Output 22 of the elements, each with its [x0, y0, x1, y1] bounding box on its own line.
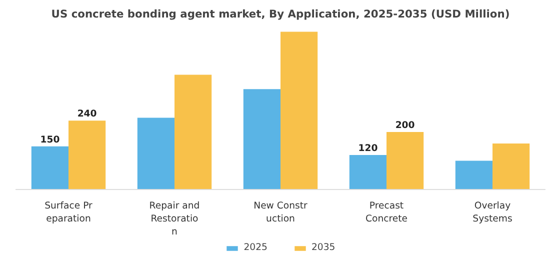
chart-title: US concrete bonding agent market, By Application, 2025-2035 (USD Million) — [51, 8, 510, 20]
bar — [455, 160, 492, 190]
x-tick-label: Surface Pr eparation — [44, 200, 93, 225]
x-tick-label: Repair and Restoratio n — [149, 200, 200, 238]
data-label: 200 — [395, 120, 416, 132]
legend-label: 2035 — [312, 242, 336, 253]
bar — [174, 74, 212, 190]
bar — [280, 32, 318, 190]
bar — [137, 118, 174, 190]
legend-label: 2025 — [244, 242, 268, 253]
data-label: 240 — [77, 108, 98, 120]
bar — [386, 132, 424, 190]
bar — [68, 120, 106, 190]
x-tick-label: Precast Concrete — [365, 200, 408, 225]
bar — [492, 144, 530, 190]
data-label: 150 — [40, 134, 60, 146]
bar — [349, 154, 386, 190]
bar — [243, 89, 280, 190]
x-tick-label: Overlay Systems — [472, 200, 512, 225]
x-tick-label: New Constr uction — [254, 200, 308, 225]
data-label: 120 — [358, 142, 378, 154]
bar — [31, 146, 68, 190]
